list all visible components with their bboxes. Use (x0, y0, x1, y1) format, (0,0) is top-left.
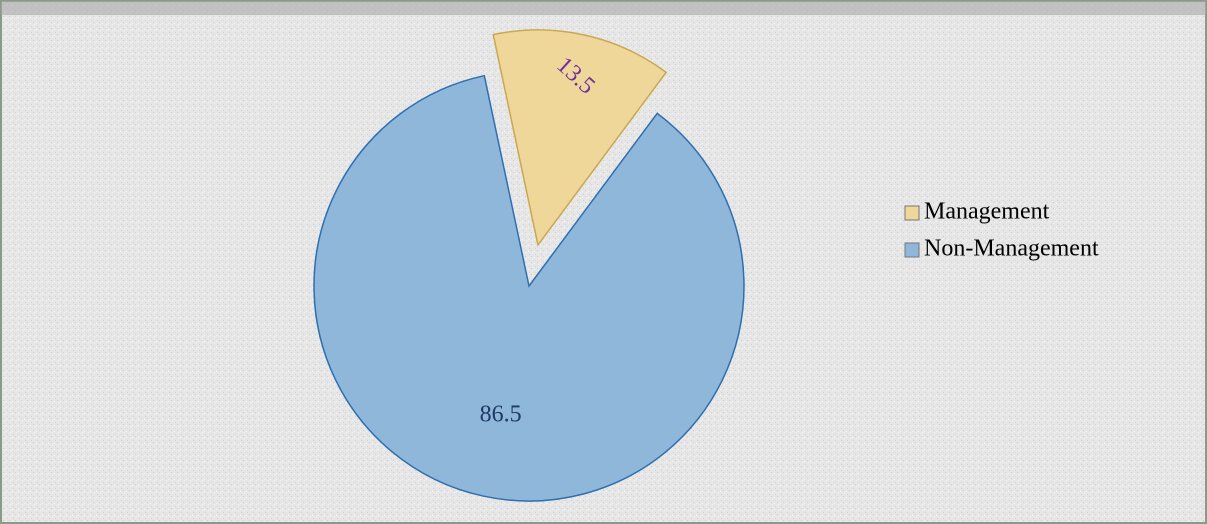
pie-slice (492, 29, 668, 247)
legend-label: Management (924, 199, 1050, 225)
data-label: 86.5 (480, 402, 522, 428)
top-band (1, 1, 1206, 15)
pie-slice (313, 74, 745, 502)
legend-swatch (904, 205, 920, 221)
legend-label: Non-Management (924, 236, 1099, 262)
legend-swatch (904, 242, 920, 258)
